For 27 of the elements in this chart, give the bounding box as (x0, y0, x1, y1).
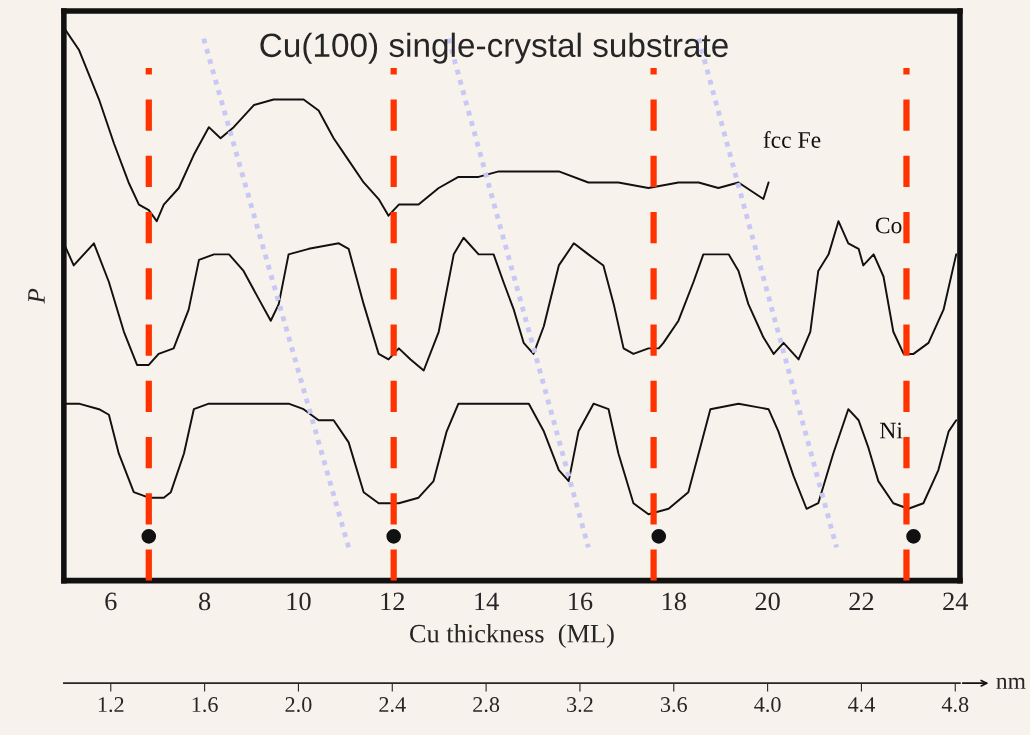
x-tick-label: 18 (662, 592, 686, 611)
x2-tick-label: 4.0 (754, 697, 781, 713)
x2-tick-label: 1.6 (192, 697, 218, 713)
x-axis-title: Cu thickness (ML) (410, 624, 614, 648)
chart-title: Cu(100) single-crystal substrate (260, 32, 728, 64)
x2-tick-label: 1.2 (98, 697, 124, 713)
x-tick-label: 6 (105, 592, 117, 611)
y-axis-title: P (28, 288, 45, 304)
x2-tick-label: 3.2 (567, 697, 593, 713)
x2-tick-label: 2.4 (379, 697, 406, 713)
x2-tick-label: 4.4 (847, 697, 875, 713)
x-tick-label: 22 (849, 592, 874, 611)
x2-tick-label: 2.0 (285, 697, 312, 713)
x-tick-label: 14 (475, 592, 499, 611)
x-tick-label: 24 (943, 592, 969, 611)
x2-tick-label: 4.8 (941, 697, 969, 713)
series-label: Co (875, 217, 902, 234)
x-tick-label: 12 (381, 592, 405, 611)
series-label: fcc Fe (763, 131, 821, 148)
x-tick-label: 20 (755, 592, 780, 611)
x-tick-label: 8 (199, 592, 211, 611)
x-tick-label: 10 (287, 592, 311, 611)
series-label: Ni (879, 422, 903, 439)
x2-axis-title: nm (996, 677, 1026, 689)
x2-tick-label: 2.8 (473, 697, 500, 713)
x2-tick-label: 3.6 (660, 697, 687, 713)
x-tick-label: 16 (569, 592, 593, 611)
